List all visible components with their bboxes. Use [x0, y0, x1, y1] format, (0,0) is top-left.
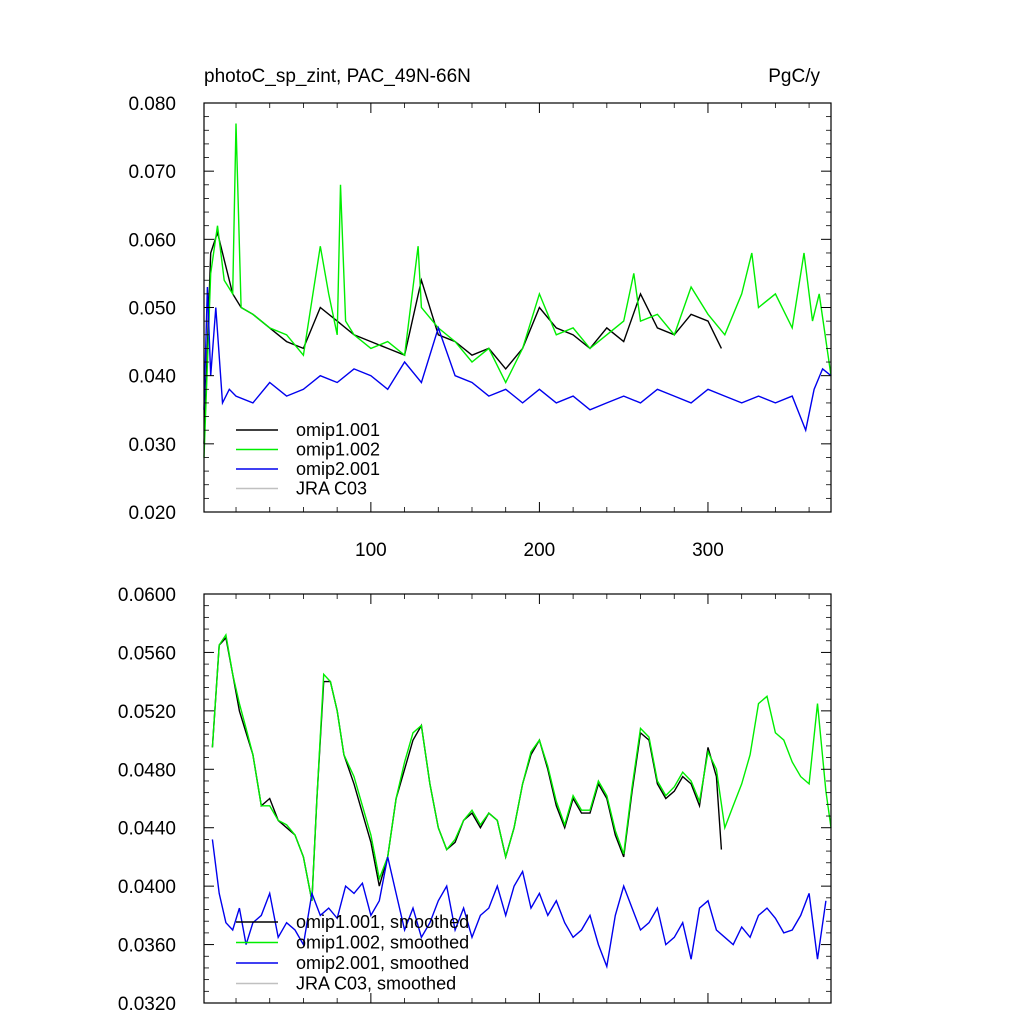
legend-label: omip1.001, smoothed: [296, 912, 469, 932]
chart-title: photoC_sp_zint, PAC_49N-66N: [204, 66, 471, 87]
legend-label: omip2.001: [296, 459, 380, 479]
y-tick-label: 0.070: [128, 162, 176, 183]
y-tick-label: 0.0560: [118, 643, 176, 664]
series-line-1: [203, 123, 832, 458]
plot-frame: [203, 593, 832, 1004]
legend-label: JRA C03, smoothed: [296, 974, 456, 994]
y-tick-label: 0.0440: [118, 819, 176, 840]
legend-label: JRA C03: [296, 479, 367, 499]
y-tick-label: 0.050: [128, 299, 176, 320]
legend-label: omip1.002, smoothed: [296, 933, 469, 953]
chart-panel-bottom: 0.0320 0.0360 0.0400 0.0440 0.0480 0.0520 0.05…: [118, 585, 832, 1015]
legend-label: omip2.001, smoothed: [296, 953, 469, 973]
x-tick-label: 300: [692, 540, 724, 561]
y-tick-label: 0.0520: [118, 702, 176, 723]
series-line-0: [211, 636, 723, 901]
y-tick-label: 0.060: [128, 230, 176, 251]
series-line-0: [203, 229, 723, 444]
x-tick-label: 100: [355, 540, 387, 561]
series-line-2: [203, 286, 832, 433]
units-label: PgC/y: [768, 66, 820, 87]
y-tick-label: 0.030: [128, 435, 176, 456]
y-tick-label: 0.0480: [118, 760, 176, 781]
legend-label: omip1.001: [296, 420, 380, 440]
y-tick-label: 0.0400: [118, 877, 176, 898]
chart-panel-top: photoC_sp_zint, PAC_49N-66N PgC/y 0.020 0…: [128, 66, 832, 561]
y-tick-label: 0.040: [128, 367, 176, 388]
y-tick-label: 0.080: [128, 94, 176, 115]
series-line-2: [211, 839, 827, 970]
y-tick-label: 0.0360: [118, 936, 176, 957]
x-tick-label: 200: [524, 540, 556, 561]
y-tick-label: 0.020: [128, 503, 176, 524]
y-tick-label: 0.0320: [118, 994, 176, 1015]
legend-label: omip1.002: [296, 440, 380, 460]
series-line-1: [211, 633, 832, 901]
y-tick-label: 0.0600: [118, 585, 176, 606]
